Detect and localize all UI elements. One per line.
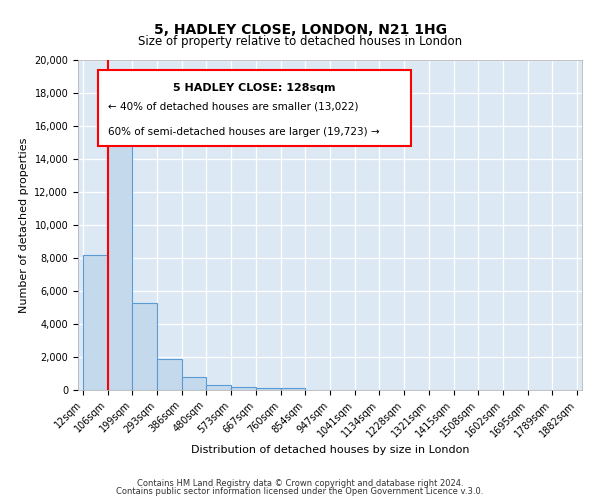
Bar — [206, 385, 231, 390]
Y-axis label: Number of detached properties: Number of detached properties — [19, 138, 29, 312]
Text: Contains HM Land Registry data © Crown copyright and database right 2024.: Contains HM Land Registry data © Crown c… — [137, 478, 463, 488]
Text: Contains public sector information licensed under the Open Government Licence v.: Contains public sector information licen… — [116, 487, 484, 496]
Bar — [98, 70, 410, 146]
Bar — [256, 388, 281, 390]
Text: 60% of semi-detached houses are larger (19,723) →: 60% of semi-detached houses are larger (… — [108, 127, 380, 137]
Bar — [231, 386, 256, 390]
X-axis label: Distribution of detached houses by size in London: Distribution of detached houses by size … — [191, 444, 469, 454]
Bar — [83, 254, 107, 390]
Text: Size of property relative to detached houses in London: Size of property relative to detached ho… — [138, 35, 462, 48]
Text: ← 40% of detached houses are smaller (13,022): ← 40% of detached houses are smaller (13… — [108, 102, 359, 112]
Bar — [281, 388, 305, 390]
Bar — [133, 302, 157, 390]
Bar — [107, 116, 133, 390]
Bar — [157, 360, 182, 390]
Text: 5 HADLEY CLOSE: 128sqm: 5 HADLEY CLOSE: 128sqm — [173, 83, 335, 93]
Text: 5, HADLEY CLOSE, LONDON, N21 1HG: 5, HADLEY CLOSE, LONDON, N21 1HG — [154, 22, 446, 36]
Bar — [182, 377, 206, 390]
